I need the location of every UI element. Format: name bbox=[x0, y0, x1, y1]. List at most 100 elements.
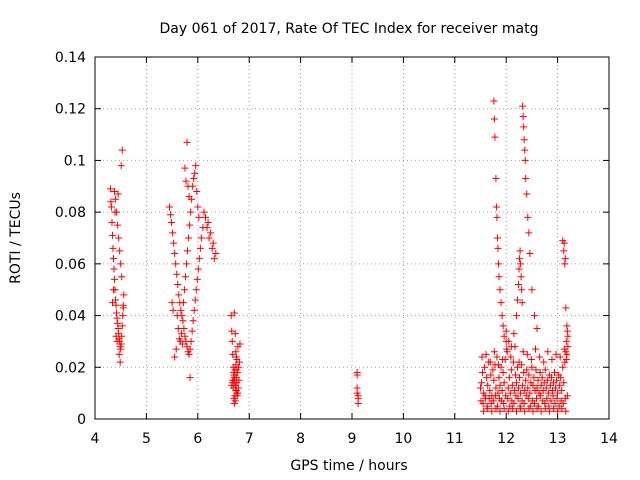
grid bbox=[95, 57, 609, 419]
x-tick-label: 5 bbox=[142, 431, 151, 447]
data-point bbox=[516, 247, 524, 255]
y-tick-label: 0.1 bbox=[64, 153, 86, 169]
data-point bbox=[515, 358, 523, 366]
data-point bbox=[110, 286, 118, 294]
data-point bbox=[552, 384, 560, 392]
data-point bbox=[354, 399, 362, 407]
data-point bbox=[516, 374, 524, 382]
data-point bbox=[117, 162, 125, 170]
data-point bbox=[184, 182, 192, 190]
data-point bbox=[519, 348, 527, 356]
data-point bbox=[112, 301, 120, 309]
data-point bbox=[523, 366, 531, 374]
data-point bbox=[527, 356, 535, 364]
data-point bbox=[500, 379, 508, 387]
data-point bbox=[512, 407, 520, 415]
data-point bbox=[530, 374, 538, 382]
data-point bbox=[167, 211, 175, 219]
data-point bbox=[168, 299, 176, 307]
data-point bbox=[492, 175, 500, 183]
data-point bbox=[486, 387, 494, 395]
data-point bbox=[481, 363, 489, 371]
data-point bbox=[530, 312, 538, 320]
data-point bbox=[541, 405, 549, 413]
data-point bbox=[524, 213, 532, 221]
data-point bbox=[504, 384, 512, 392]
data-point bbox=[484, 381, 492, 389]
data-point bbox=[493, 234, 501, 242]
data-point bbox=[168, 218, 176, 226]
data-point bbox=[512, 312, 520, 320]
data-point bbox=[511, 371, 519, 379]
y-tick-label: 0.04 bbox=[55, 309, 86, 325]
data-point bbox=[353, 371, 361, 379]
data-point bbox=[176, 337, 184, 345]
data-point bbox=[108, 231, 116, 239]
data-point bbox=[231, 397, 239, 405]
data-point bbox=[113, 337, 121, 345]
data-point bbox=[170, 239, 178, 247]
data-point bbox=[536, 368, 544, 376]
data-point bbox=[534, 376, 542, 384]
data-point bbox=[477, 384, 484, 392]
data-point bbox=[544, 348, 552, 356]
data-point bbox=[521, 407, 529, 415]
data-point bbox=[537, 392, 545, 400]
data-point bbox=[520, 123, 528, 131]
data-point bbox=[230, 309, 238, 317]
x-tick-label: 10 bbox=[394, 431, 412, 447]
y-tick-label: 0.14 bbox=[55, 50, 86, 66]
data-point bbox=[171, 250, 179, 258]
data-point bbox=[494, 260, 502, 268]
data-point bbox=[525, 371, 533, 379]
data-point bbox=[523, 350, 531, 358]
data-point bbox=[479, 368, 487, 376]
data-point bbox=[559, 363, 567, 371]
data-point bbox=[182, 177, 190, 185]
data-point bbox=[208, 244, 216, 252]
data-point bbox=[193, 187, 201, 195]
data-point bbox=[486, 358, 494, 366]
data-point bbox=[197, 234, 205, 242]
data-point bbox=[228, 327, 236, 335]
data-point bbox=[522, 175, 530, 183]
data-point bbox=[531, 345, 539, 353]
data-point bbox=[479, 399, 487, 407]
axis-ticks bbox=[94, 56, 610, 420]
y-axis-label: ROTI / TECUs bbox=[8, 192, 24, 284]
data-point bbox=[515, 281, 523, 289]
data-point bbox=[495, 273, 503, 281]
data-point bbox=[107, 203, 115, 211]
data-point bbox=[185, 234, 193, 242]
data-point bbox=[174, 325, 182, 332]
data-point bbox=[504, 407, 512, 415]
data-point bbox=[192, 162, 200, 170]
data-point bbox=[116, 247, 124, 255]
data-point bbox=[489, 366, 497, 374]
data-point bbox=[505, 374, 513, 382]
data-point bbox=[495, 374, 503, 382]
data-point bbox=[507, 353, 515, 361]
data-point bbox=[192, 286, 200, 294]
data-point bbox=[233, 366, 241, 374]
data-point bbox=[483, 374, 491, 382]
data-point bbox=[195, 255, 203, 263]
x-tick-label: 9 bbox=[348, 431, 357, 447]
data-point bbox=[174, 281, 182, 289]
data-point bbox=[114, 221, 122, 229]
data-point bbox=[110, 255, 118, 263]
y-tick-label: 0 bbox=[77, 412, 86, 428]
x-tick-label: 12 bbox=[497, 431, 515, 447]
data-point bbox=[490, 115, 498, 123]
data-point bbox=[510, 399, 518, 407]
data-point bbox=[506, 389, 514, 397]
data-point bbox=[200, 208, 208, 216]
data-point bbox=[114, 325, 122, 332]
data-point bbox=[549, 392, 557, 400]
data-point bbox=[549, 405, 557, 413]
data-point bbox=[191, 296, 199, 304]
data-point bbox=[482, 350, 490, 358]
data-point bbox=[528, 286, 536, 294]
data-point bbox=[536, 353, 544, 361]
